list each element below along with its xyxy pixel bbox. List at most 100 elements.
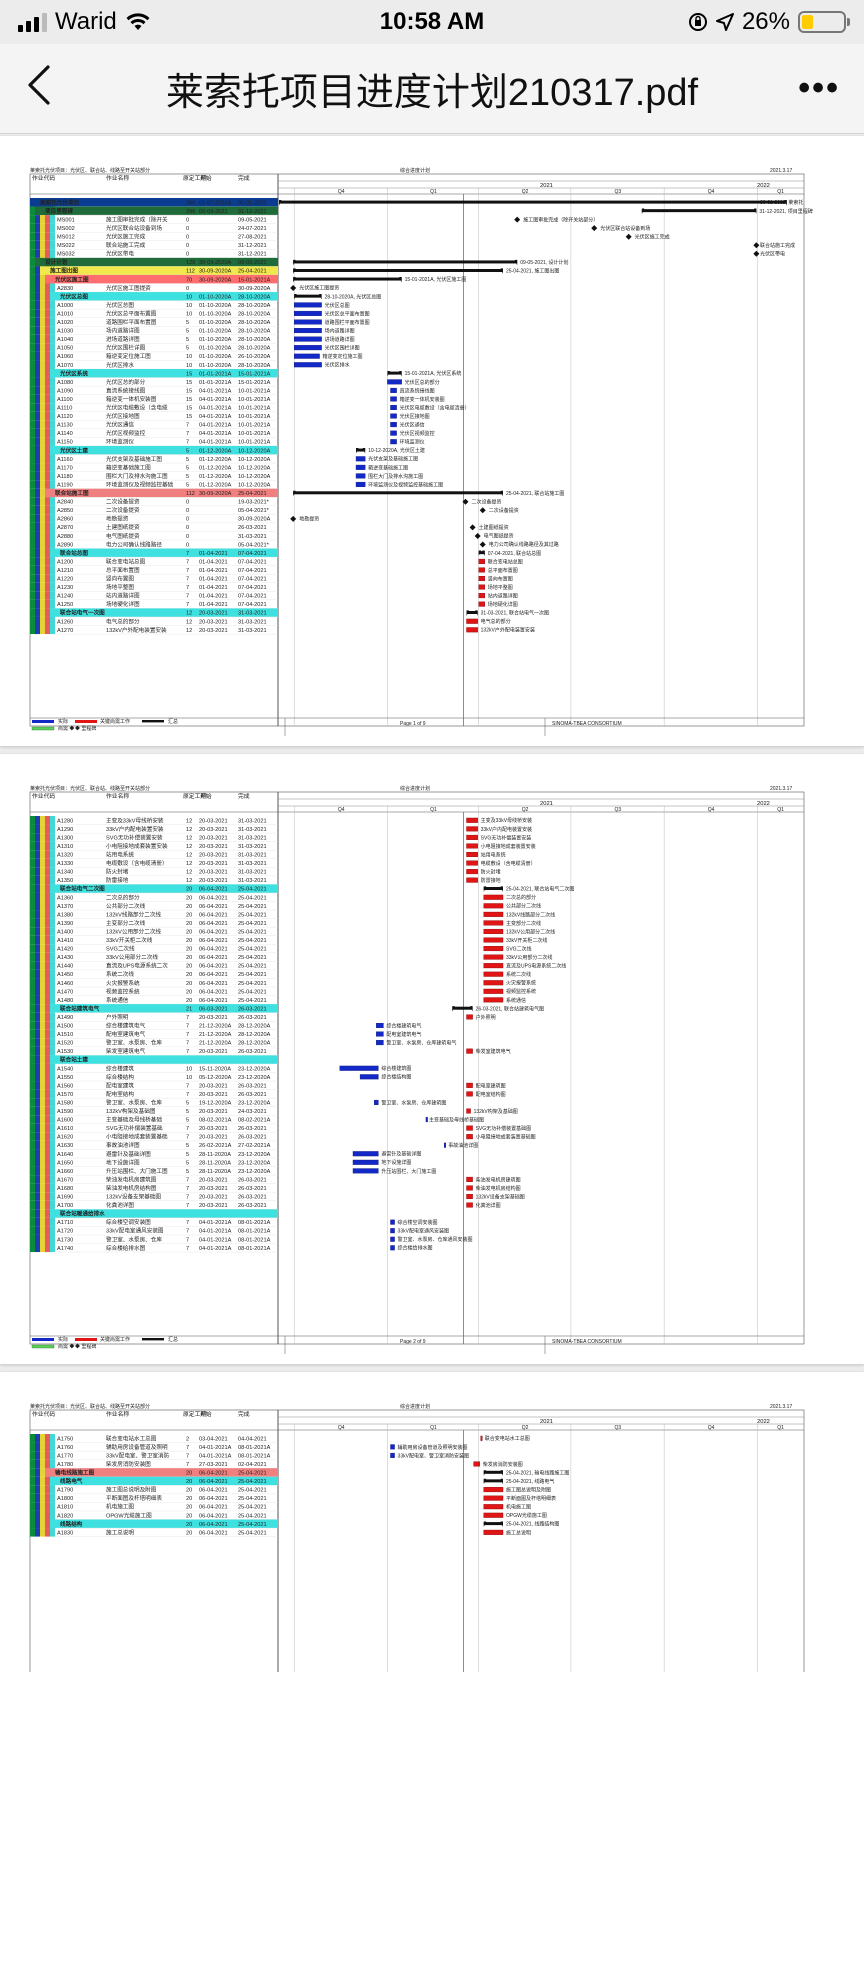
schedule-row[interactable]: A1580 警卫室、水泵房、仓库 5 19-12-2020A 23-12-2020A 警卫… bbox=[30, 1098, 446, 1107]
schedule-row[interactable]: A1050 光伏区围栏详图 5 01-10-2020A 28-10-2020A 光伏区围栏… bbox=[30, 343, 360, 353]
schedule-row[interactable]: A2830 光伏区施工图提资 0 30-09-2020A 光伏区施工图提资 bbox=[30, 283, 339, 293]
pdf-viewer[interactable]: 莱索托光伏项目：光伏区、联合站、线路至开关站部分 综合进度计划 2021.3.17 作… bbox=[0, 134, 864, 1982]
schedule-row[interactable]: A2870 土建图纸提资 0 26-03-2021 土建图纸提资 bbox=[30, 522, 509, 532]
schedule-row[interactable]: A1490 户外照明 7 20-03-2021 26-03-2021 户外照明 bbox=[30, 1012, 496, 1022]
schedule-row[interactable]: A1810 机电施工图 20 06-04-2021 25-04-2021 机电施工图 bbox=[30, 1502, 531, 1512]
schedule-row[interactable]: A1560 配电室建筑 7 20-03-2021 26-03-2021 配电室建筑图 bbox=[30, 1081, 506, 1090]
schedule-row[interactable]: A1460 火灾报警系统 20 06-04-2021 25-04-2021 火灾报警系统 bbox=[30, 978, 536, 988]
schedule-row[interactable]: A2880 电气图纸提资 0 31-03-2021 电气图纸提资 bbox=[30, 531, 514, 541]
schedule-row[interactable]: A1820 OPGW光缆施工图 20 06-04-2021 25-04-2021 OPGW… bbox=[30, 1510, 547, 1520]
schedule-row[interactable]: A1310 小电阻接地成套装置安装 12 20-03-2021 31-03-2021 小电… bbox=[30, 841, 536, 851]
schedule-row[interactable]: 光伏区系统 15 01-01-2021A 15-01-2021A 15-01-2021A… bbox=[30, 369, 461, 378]
schedule-row[interactable]: 设计计划 128 30-09-2020A 09-05-2021 09-05-2021, … bbox=[30, 257, 569, 267]
schedule-row[interactable]: A1760 辅助用房设备管道及照明 7 04-01-2021A 08-01-2021A 辅… bbox=[30, 1442, 468, 1452]
schedule-row[interactable]: MS032 光伏区带电 0 31-12-2021 光伏区带电 bbox=[30, 249, 785, 259]
schedule-row[interactable]: 输电线路施工图 20 06-04-2021 25-04-2021 25-04-2021,… bbox=[30, 1468, 569, 1477]
schedule-row[interactable]: A1700 化粪池详图 7 20-03-2021 26-03-2021 化粪池详图 bbox=[30, 1200, 501, 1210]
schedule-row[interactable]: A1720 33kV配电室通风安装图 7 04-01-2021A 08-01-2021A… bbox=[30, 1226, 449, 1236]
schedule-row[interactable]: A1250 场地硬化详图 7 01-04-2021 07-04-2021 场地硬化详图 bbox=[30, 599, 518, 609]
schedule-row[interactable]: 联合站暖通给排水 bbox=[30, 1209, 278, 1219]
schedule-row[interactable]: A1740 综合楼给排水图 7 04-01-2021A 08-01-2021A 综合楼给排… bbox=[30, 1243, 433, 1253]
schedule-row[interactable]: A1220 竖向布置图 7 01-04-2021 07-04-2021 竖向布置图 bbox=[30, 574, 513, 583]
schedule-row[interactable]: A1680 柴油发电机房结构图 7 20-03-2021 26-03-2021 柴油发电机… bbox=[30, 1183, 521, 1193]
schedule-row[interactable]: 联合站电气二次图 20 06-04-2021 25-04-2021 25-04-2021… bbox=[30, 884, 574, 894]
schedule-row[interactable]: A1590 132kV构架及基础图 5 20-03-2021 24-03-2021 132… bbox=[30, 1106, 518, 1116]
schedule-row[interactable]: A1150 环境监测仪 7 04-01-2021A 10-01-2021A 环境监测仪 bbox=[30, 437, 425, 447]
schedule-row[interactable]: A1690 132kV设备支架基础图 7 20-03-2021 26-03-2021 13… bbox=[30, 1192, 525, 1201]
schedule-row[interactable]: A1330 电缆敷设（含电缆清册） 12 20-03-2021 31-03-2021 电缆… bbox=[30, 858, 536, 868]
schedule-row[interactable]: A1710 综合楼空调安装图 7 04-01-2021A 08-01-2021A 综合楼空… bbox=[30, 1217, 438, 1227]
schedule-row[interactable]: A1090 直流系统接线图 15 04-01-2021A 10-01-2021A 直流系统… bbox=[30, 386, 435, 395]
schedule-row[interactable]: MS001 施工图审批完成（除开关 0 09-05-2021 施工图审批完成（除开关站部… bbox=[30, 215, 598, 224]
schedule-row[interactable]: A1440 直流及UPS电源系统二次 20 06-04-2021 25-04-2021 直… bbox=[30, 961, 566, 971]
schedule-row[interactable]: A1750 联合变电站水工总图 2 03-04-2021 04-04-2021 联合变电站… bbox=[30, 1434, 530, 1443]
schedule-row[interactable]: A2860 地勘提资 0 30-09-2020A 地勘提资 bbox=[30, 514, 319, 524]
schedule-row[interactable]: A1780 柴发房消防安装图 7 27-03-2021 02-04-2021 柴发房消防安… bbox=[30, 1459, 523, 1469]
schedule-row[interactable]: A1340 防火封堵 12 20-03-2021 31-03-2021 防火封堵 bbox=[30, 867, 501, 877]
schedule-row[interactable]: A1670 柴油发电机房建筑图 7 20-03-2021 26-03-2021 柴油发电机… bbox=[30, 1175, 521, 1184]
schedule-row[interactable]: A1800 平断面图及杆塔明细表 20 06-04-2021 25-04-2021 平断面… bbox=[30, 1493, 556, 1503]
schedule-row[interactable]: 莱索托光伏项目 396 01-07-2020A 30-01-2022 30-01-202… bbox=[30, 198, 803, 207]
schedule-row[interactable]: A1570 配电室结构 7 20-03-2021 26-03-2021 配电室结构图 bbox=[30, 1089, 506, 1099]
schedule-row[interactable]: A1450 系统二次线 20 06-04-2021 25-04-2021 系统二次线 bbox=[30, 969, 531, 979]
more-options-button[interactable]: ••• bbox=[798, 69, 840, 107]
schedule-row[interactable]: A1360 二次总的部分 20 06-04-2021 25-04-2021 二次总的部分 bbox=[30, 892, 536, 902]
schedule-row[interactable]: A1630 事故油池详图 5 26-02-2021A 27-02-2021A 事故油池详图 bbox=[30, 1140, 478, 1150]
schedule-row[interactable]: A1480 系统通信 20 06-04-2021 25-04-2021 系统通信 bbox=[30, 995, 526, 1005]
schedule-row[interactable]: A1500 综合楼建筑电气 7 21-12-2020A 28-12-2020A 综合楼建筑… bbox=[30, 1021, 421, 1030]
schedule-row[interactable]: 光伏区总图 10 01-10-2020A 28-10-2020A 28-10-2020A… bbox=[30, 292, 381, 301]
schedule-row[interactable]: A1320 站用电系统 12 20-03-2021 31-03-2021 站用电系统 bbox=[30, 850, 506, 859]
schedule-row[interactable]: 光伏区施工图 70 30-09-2020A 15-01-2021A 15-01-2021… bbox=[30, 274, 466, 284]
schedule-row[interactable]: A1470 视频监控系统 20 06-04-2021 25-04-2021 视频监控系统 bbox=[30, 987, 536, 996]
schedule-row[interactable]: A1190 环境监测仪及视频监控基础 5 01-12-2020A 10-12-2020A… bbox=[30, 480, 443, 489]
schedule-row[interactable]: A1000 光伏区总图 10 01-10-2020A 28-10-2020A 光伏区总图 bbox=[30, 300, 350, 310]
schedule-row[interactable]: 施工图出图 112 30-09-2020A 25-04-2021 25-04-2021,… bbox=[30, 266, 559, 276]
back-button[interactable] bbox=[24, 63, 84, 115]
schedule-row[interactable]: A1660 升压站围栏、大门施工图 5 28-11-2020A 23-12-2020A 升… bbox=[30, 1166, 436, 1176]
schedule-row[interactable]: A1430 33kV公用部分二次线 20 06-04-2021 25-04-2021 33… bbox=[30, 952, 552, 962]
schedule-row[interactable]: A1180 围栏大门及排水沟施工图 5 01-12-2020A 10-12-2020A 围… bbox=[30, 471, 423, 481]
schedule-row[interactable]: A1120 光伏区接地图 15 04-01-2021A 10-01-2021A 光伏区接地… bbox=[30, 411, 430, 421]
schedule-row[interactable]: 线路结构 20 06-04-2021 25-04-2021 25-04-2021, 线路… bbox=[30, 1519, 559, 1529]
schedule-row[interactable]: A1040 进场道路详图 5 01-10-2020A 28-10-2020A 进场道路详图 bbox=[30, 334, 355, 344]
schedule-row[interactable]: A1600 主变基础及母线桥基础 5 08-02-2021A 08-02-2021A 主变… bbox=[30, 1115, 484, 1124]
schedule-row[interactable]: A2850 二次设备提资 0 05-04-2021* 二次设备提资 bbox=[30, 505, 519, 515]
schedule-row[interactable]: A1290 33kV户内配电装置安装 12 20-03-2021 31-03-2021 3… bbox=[30, 824, 532, 834]
schedule-row[interactable]: A1790 施工图总说明及附图 20 06-04-2021 25-04-2021 施工图总… bbox=[30, 1485, 551, 1495]
schedule-row[interactable]: A1210 总平面布置图 7 01-04-2021 07-04-2021 总平面布置图 bbox=[30, 565, 518, 575]
schedule-row[interactable]: A1080 光伏区总的部分 15 01-01-2021A 15-01-2021A 光伏区总… bbox=[30, 377, 440, 387]
schedule-row[interactable]: A1530 柴发室建筑电气 7 20-03-2021 26-03-2021 柴发室建筑电气 bbox=[30, 1046, 511, 1056]
schedule-row[interactable]: A1620 小电阻接地成套装置基础 7 20-03-2021 26-03-2021 小电阻… bbox=[30, 1132, 536, 1142]
schedule-row[interactable]: A1300 SVG无功补偿装置安装 12 20-03-2021 31-03-2021 SV… bbox=[30, 833, 531, 842]
schedule-row[interactable]: A1370 公共部分二次线 20 06-04-2021 25-04-2021 公共部分二次… bbox=[30, 901, 541, 911]
schedule-row[interactable]: A1260 电气总的部分 12 20-03-2021 31-03-2021 电气总的部分 bbox=[30, 616, 511, 626]
schedule-row[interactable]: A1610 SVG无功补偿装置基础 7 20-03-2021 26-03-2021 SVG… bbox=[30, 1123, 531, 1133]
schedule-row[interactable]: A1280 主变及33kV母线桥安装 12 20-03-2021 31-03-2021 主… bbox=[30, 816, 532, 825]
schedule-row[interactable]: A1520 警卫室、水泵房、仓库 7 21-12-2020A 28-12-2020A 警卫… bbox=[30, 1038, 456, 1048]
schedule-row[interactable]: 联合站电气一次图 12 20-03-2021 31-03-2021 31-03-2021… bbox=[30, 608, 549, 618]
schedule-row[interactable]: 联合站总图 7 01-04-2021 07-04-2021 07-04-2021, 联合… bbox=[30, 548, 541, 558]
schedule-row[interactable]: A1380 132kV线路部分二次线 20 06-04-2021 25-04-2021 1… bbox=[30, 910, 555, 919]
schedule-row[interactable]: A1060 箱逆变定位施工图 10 01-10-2020A 26-10-2020A 箱逆变… bbox=[30, 351, 363, 361]
schedule-row[interactable]: A1100 箱逆变一体机安装图 15 04-01-2021A 10-01-2021A 箱逆… bbox=[30, 394, 445, 404]
schedule-row[interactable]: 联合站土建 bbox=[30, 1055, 278, 1065]
schedule-row[interactable]: A1830 施工总说明 20 06-04-2021 25-04-2021 施工总说明 bbox=[30, 1528, 531, 1537]
schedule-row[interactable]: 线路电气 20 06-04-2021 25-04-2021 25-04-2021, 线路… bbox=[30, 1476, 554, 1486]
schedule-row[interactable]: A1070 光伏区排水 10 01-10-2020A 28-10-2020A 光伏区排水 bbox=[30, 360, 350, 370]
schedule-row[interactable]: MS002 光伏区联合站设备到场 0 24-07-2021 光伏区联合站设备到场 bbox=[30, 223, 650, 233]
schedule-row[interactable]: A1240 站内道路详图 7 01-04-2021 07-04-2021 站内道路详图 bbox=[30, 591, 518, 601]
schedule-row[interactable]: A1550 综合楼结构 10 05-12-2020A 23-12-2020A 综合楼结构图 bbox=[30, 1072, 411, 1082]
schedule-row[interactable]: A1160 光伏支架及基础施工图 5 01-12-2020A 10-12-2020A 光伏… bbox=[30, 454, 418, 464]
schedule-row[interactable]: A1350 防雷接地 12 20-03-2021 31-03-2021 防雷接地 bbox=[30, 875, 501, 885]
schedule-row[interactable]: 项目里程碑 296 09-09-2021 31-12-2021 31-12-2021, … bbox=[30, 206, 813, 216]
schedule-row[interactable]: A1170 箱逆变基础施工图 5 01-12-2020A 10-12-2020A 箱逆变基… bbox=[30, 463, 408, 472]
schedule-row[interactable]: A1730 警卫室、水泵房、仓库 7 04-01-2021A 08-01-2021A 警卫… bbox=[30, 1234, 473, 1244]
schedule-row[interactable]: A1270 132kV户外配电装置安装 12 20-03-2021 31-03-2021… bbox=[30, 625, 535, 635]
schedule-row[interactable]: A1020 道路围栏平面布置图 5 01-10-2020A 28-10-2020A 道路围… bbox=[30, 317, 370, 327]
schedule-row[interactable]: A1400 132kV公用部分二次线 20 06-04-2021 25-04-2021 1… bbox=[30, 927, 555, 936]
schedule-row[interactable]: A1140 光伏区视频监控 7 04-01-2021A 10-01-2021A 光伏区视频… bbox=[30, 428, 435, 438]
schedule-row[interactable]: A1770 33kV配电室、警卫室消防 7 04-01-2021A 08-01-2021… bbox=[30, 1451, 469, 1460]
schedule-row[interactable]: A1200 联合变电站总图 7 01-04-2021 07-04-2021 联合变电站总图 bbox=[30, 557, 523, 566]
schedule-row[interactable]: A2840 二次设备提资 0 19-03-2021* 二次设备提资 bbox=[30, 497, 502, 506]
schedule-row[interactable]: A1390 主变部分二次线 20 06-04-2021 25-04-2021 主变部分二次… bbox=[30, 918, 541, 928]
